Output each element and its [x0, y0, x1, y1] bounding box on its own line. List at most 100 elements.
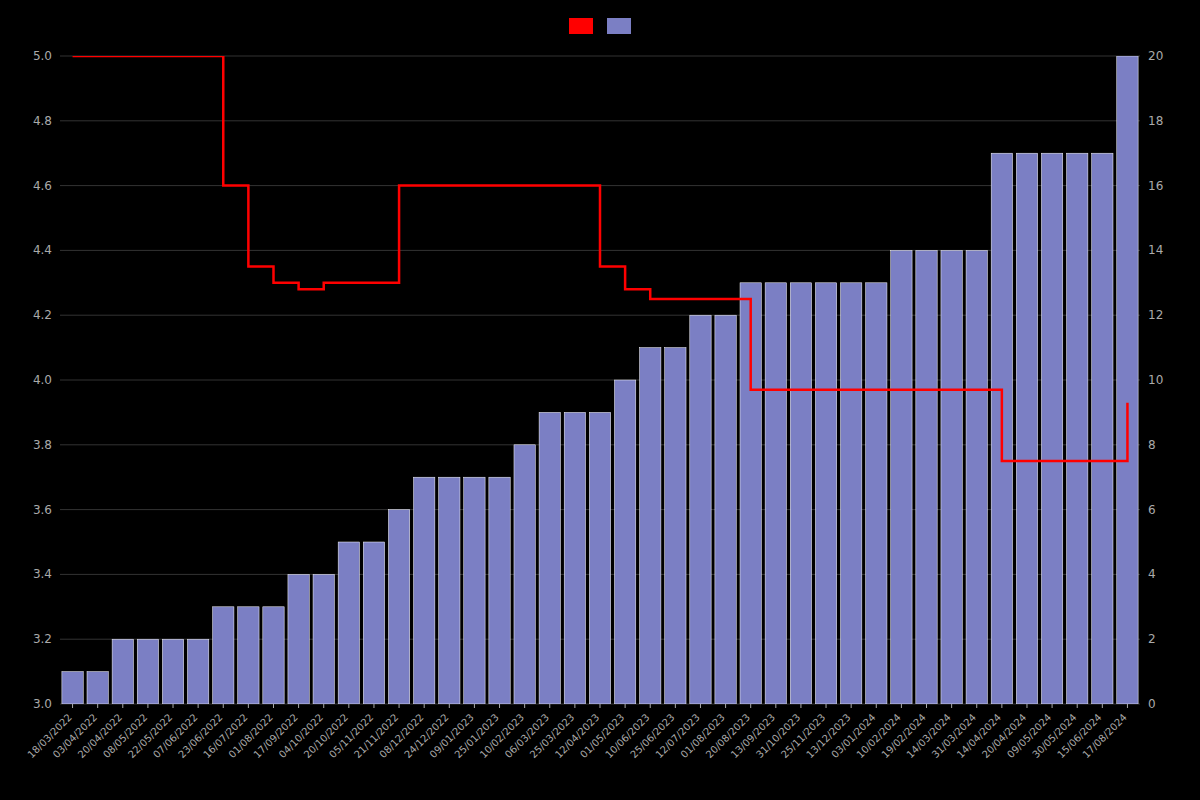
bar	[866, 283, 887, 704]
x-tick	[348, 704, 349, 708]
legend-swatch	[569, 18, 593, 34]
y2-tick-label: 2	[1148, 632, 1156, 646]
bar	[1041, 153, 1062, 704]
x-tick	[147, 704, 148, 708]
x-tick	[725, 704, 726, 708]
x-tick	[1026, 704, 1027, 708]
bar	[87, 672, 108, 704]
x-tick	[826, 704, 827, 708]
y-tick-label: 3.0	[33, 697, 52, 711]
x-tick	[1127, 704, 1128, 708]
x-tick	[97, 704, 98, 708]
bar	[1092, 153, 1113, 704]
x-tick	[298, 704, 299, 708]
x-tick	[499, 704, 500, 708]
x-tick	[851, 704, 852, 708]
y-tick-label: 4.4	[33, 243, 52, 257]
bar	[62, 672, 83, 704]
bar	[589, 412, 610, 704]
y2-tick-label: 8	[1148, 438, 1156, 452]
grid	[60, 56, 1140, 704]
bar	[614, 380, 635, 704]
bar	[112, 639, 133, 704]
plot-area	[62, 56, 1138, 704]
y-tick-label: 3.2	[33, 632, 52, 646]
x-tick	[1052, 704, 1053, 708]
legend-swatch	[607, 18, 631, 34]
bar	[388, 510, 409, 704]
x-tick	[800, 704, 801, 708]
bar	[665, 348, 686, 704]
x-tick	[976, 704, 977, 708]
bar	[363, 542, 384, 704]
bar	[162, 639, 183, 704]
y-tick-label: 4.2	[33, 308, 52, 322]
x-tick	[173, 704, 174, 708]
x-tick	[926, 704, 927, 708]
bar	[715, 315, 736, 704]
x-tick	[524, 704, 525, 708]
x-tick	[248, 704, 249, 708]
bar	[213, 607, 234, 704]
bar	[137, 639, 158, 704]
bar	[690, 315, 711, 704]
x-tick	[223, 704, 224, 708]
y2-tick-label: 18	[1148, 114, 1163, 128]
x-tick	[549, 704, 550, 708]
bar	[539, 412, 560, 704]
bar	[1117, 56, 1138, 704]
x-tick	[449, 704, 450, 708]
x-tick	[273, 704, 274, 708]
bar	[263, 607, 284, 704]
bar	[238, 607, 259, 704]
grid-line	[60, 120, 1140, 121]
x-tick	[1102, 704, 1103, 708]
x-tick-label: 17/08/2024	[1080, 712, 1129, 761]
x-tick	[1077, 704, 1078, 708]
legend	[569, 18, 631, 34]
bar	[489, 477, 510, 704]
y-tick-label: 4.0	[33, 373, 52, 387]
x-tick	[474, 704, 475, 708]
x-tick	[1001, 704, 1002, 708]
x-tick	[424, 704, 425, 708]
x-axis: 18/03/202203/04/202220/04/202208/05/2022…	[25, 704, 1128, 760]
x-tick	[122, 704, 123, 708]
x-tick	[675, 704, 676, 708]
x-tick	[951, 704, 952, 708]
bar	[640, 348, 661, 704]
y-tick-label: 3.6	[33, 503, 52, 517]
x-tick	[600, 704, 601, 708]
x-tick	[399, 704, 400, 708]
bar	[514, 445, 535, 704]
x-tick	[323, 704, 324, 708]
y2-tick-label: 10	[1148, 373, 1163, 387]
x-tick	[700, 704, 701, 708]
bar	[891, 250, 912, 704]
y2-tick-label: 14	[1148, 243, 1163, 257]
x-tick	[373, 704, 374, 708]
bar	[840, 283, 861, 704]
bar	[1067, 153, 1088, 704]
bar	[1016, 153, 1037, 704]
x-tick	[574, 704, 575, 708]
bar	[815, 283, 836, 704]
x-tick	[650, 704, 651, 708]
bar	[966, 250, 987, 704]
bar	[338, 542, 359, 704]
y2-tick-label: 12	[1148, 308, 1163, 322]
background	[0, 0, 1200, 800]
x-tick	[625, 704, 626, 708]
bar	[439, 477, 460, 704]
x-tick	[901, 704, 902, 708]
y2-tick-label: 6	[1148, 503, 1156, 517]
y2-tick-label: 4	[1148, 567, 1156, 581]
bars	[62, 56, 1138, 704]
bar	[187, 639, 208, 704]
x-tick	[876, 704, 877, 708]
y-tick-label: 3.8	[33, 438, 52, 452]
bar	[941, 250, 962, 704]
bar	[464, 477, 485, 704]
x-tick	[775, 704, 776, 708]
y2-tick-label: 20	[1148, 49, 1163, 63]
